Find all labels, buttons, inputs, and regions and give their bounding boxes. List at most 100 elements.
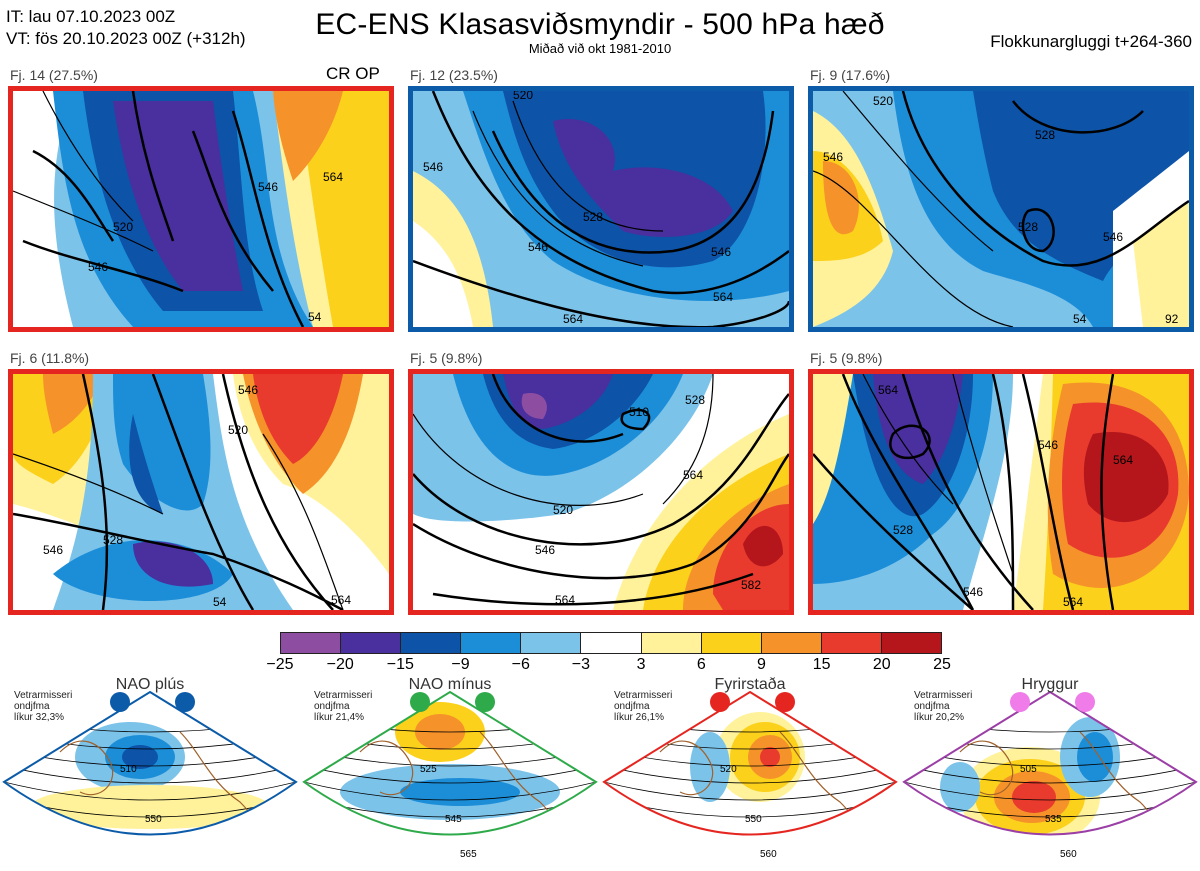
height-contour (304, 764, 596, 784)
cluster-label: Fj. 6 (11.8%) (10, 350, 90, 366)
vt-line: VT: fös 20.10.2023 00Z (+312h) (6, 29, 246, 48)
regime-note-line: Vetrarmisseri (914, 690, 973, 701)
height-contour (0, 845, 300, 868)
regime-note-line: ondjfma (914, 701, 950, 712)
contour-label: 546 (963, 585, 983, 599)
contour-label: 520 (873, 94, 893, 108)
contour-label: 546 (528, 240, 548, 254)
regime-note-line: líkur 26,1% (614, 712, 665, 723)
regime-panel: 510 550 NAO plús Vetrarmisseri ondjfma líkur … (0, 672, 300, 871)
regime-note-line: Vetrarmisseri (614, 690, 673, 701)
colorbar-segment (821, 633, 882, 653)
colorbar-segment (701, 633, 762, 653)
regime-contour-label: 550 (145, 814, 162, 825)
regime-map: 520 550 560 (600, 690, 900, 868)
contour-label: 564 (331, 593, 351, 607)
contour-label: 528 (583, 210, 603, 224)
coastline (359, 731, 562, 835)
anomaly-blob (1012, 781, 1056, 813)
contour-label: 546 (1038, 438, 1058, 452)
regime-note: Vetrarmisseri ondjfma líkur 32,3% (14, 690, 72, 723)
contour-label: 564 (713, 290, 733, 304)
regime-panel: 505 535 560 Hryggur Vetrarmisseri ondjfma líku… (900, 672, 1200, 871)
control-run-tag: CR OP (326, 64, 380, 83)
contour-label: 564 (1113, 453, 1133, 467)
page-title: EC-ENS Klasasviðsmyndir - 500 hPa hæð (315, 8, 885, 41)
regime-note: Vetrarmisseri ondjfma líkur 26,1% (614, 690, 672, 723)
contour-label: 564 (555, 593, 575, 607)
regime-marker-dot (110, 692, 130, 712)
regime-marker-dot (475, 692, 495, 712)
contour-label: 546 (88, 260, 108, 274)
cluster-map: 528 546 564 546 564 564 (808, 369, 1194, 615)
anomaly-blob (690, 732, 730, 802)
regime-marker-dot (1075, 692, 1095, 712)
contour-label: 54 (308, 310, 322, 324)
contour-label: 92 (1165, 312, 1179, 326)
regime-contour-label: 535 (1045, 814, 1062, 825)
height-contour (300, 845, 600, 868)
colorbar-segment (281, 633, 342, 653)
colorbar-segment (581, 633, 642, 653)
cluster-label: Fj. 14 (27.5%) (10, 67, 98, 83)
contour-label: 582 (741, 578, 761, 592)
height-contour (4, 764, 296, 784)
contour-label: 528 (1018, 220, 1038, 234)
anomaly-blob (760, 747, 780, 767)
regime-panel: 525 545 565 NAO mínus Vetrarmisseri ondjfma lí… (300, 672, 600, 871)
colorbar-tick-label: −9 (451, 656, 470, 673)
cluster-map: 528 546 546 564 564 520 546 (408, 86, 794, 332)
colorbar-segment (521, 633, 582, 653)
regime-note-line: Vetrarmisseri (14, 690, 73, 701)
height-contour (4, 780, 296, 801)
regime-contour-label: 545 (445, 814, 462, 825)
regime-marker-dot (410, 692, 430, 712)
cluster-map: 520 528 528 546 546 54 92 (808, 86, 1194, 332)
contour-label: 546 (43, 543, 63, 557)
contour-label: 546 (711, 245, 731, 259)
height-contour (904, 764, 1196, 784)
regime-map: 505 535 560 (902, 690, 1198, 860)
height-contour (600, 845, 900, 868)
contour-label: 54 (1073, 312, 1087, 326)
regime-title: NAO mínus (408, 676, 492, 693)
colorbar-segment (341, 633, 402, 653)
colorbar-tick-label: −6 (511, 656, 530, 673)
colorbar-tick-label: −3 (571, 656, 591, 673)
colorbar (280, 632, 942, 654)
colorbar-tick-label: 9 (757, 656, 766, 673)
colorbar-segment (401, 633, 462, 653)
anomaly-blob (1077, 732, 1113, 782)
regime-note-line: Vetrarmisseri (314, 690, 373, 701)
colorbar-segment (761, 633, 822, 653)
colorbar-tick-label: 25 (933, 656, 951, 673)
cluster-map: 510 528 520 546 564 564 582 (408, 369, 794, 615)
regime-note-line: ondjfma (614, 701, 650, 712)
regime-contour-label: 550 (745, 814, 762, 825)
regime-outline (902, 690, 1198, 836)
height-contour (604, 780, 896, 801)
contour-label: 564 (878, 383, 898, 397)
contour-label: 528 (103, 533, 123, 547)
contour-label: 528 (893, 523, 913, 537)
colorbar-tick-label: 15 (812, 656, 831, 673)
contour-label: 528 (685, 393, 705, 407)
regime-marker-dot (175, 692, 195, 712)
colorbar-tick-label: 20 (872, 656, 891, 673)
contour-label: 564 (1063, 595, 1083, 609)
regime-note-line: ondjfma (314, 701, 350, 712)
regime-contour-label: 510 (120, 764, 137, 775)
regime-contour-label: 565 (460, 849, 477, 860)
window-label: Flokkunargluggi t+264-360 (990, 32, 1192, 51)
contour-label: 546 (258, 180, 278, 194)
regime-note: Vetrarmisseri ondjfma líkur 21,4% (314, 690, 372, 723)
contour-label: 546 (423, 160, 443, 174)
height-contour (4, 828, 296, 835)
regime-note: Vetrarmisseri ondjfma líkur 20,2% (914, 690, 972, 723)
contour-label: 546 (823, 150, 843, 164)
height-contour (604, 828, 896, 835)
contour-label: 564 (323, 170, 343, 184)
contour-label: 520 (513, 91, 533, 102)
colorbar-tick-label: 6 (696, 656, 706, 673)
cluster-label: Fj. 12 (23.5%) (410, 67, 498, 83)
